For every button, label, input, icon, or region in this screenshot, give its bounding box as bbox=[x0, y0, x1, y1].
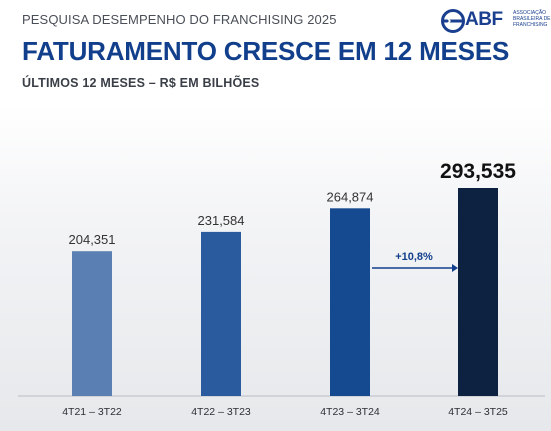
abf-logo: ABF ASSOCIAÇÃO BRASILEIRA DE FRANCHISING bbox=[440, 8, 551, 34]
survey-kicker: PESQUISA DESEMPENHO DO FRANCHISING 2025 bbox=[22, 12, 337, 27]
bar-1 bbox=[72, 251, 112, 396]
bar-value-label-4: 293,535 bbox=[440, 160, 516, 183]
category-tick-label-4: 4T24 – 3T25 bbox=[448, 406, 508, 418]
page-title: FATURAMENTO CRESCE EM 12 MESES bbox=[22, 36, 510, 66]
abf-logo-icon bbox=[441, 9, 465, 33]
abf-logo-acronym: ABF bbox=[465, 9, 503, 30]
chart-subtitle: ÚLTIMOS 12 MESES – R$ EM BILHÕES bbox=[22, 76, 260, 90]
bar-value-label-3: 264,874 bbox=[327, 189, 374, 204]
bar-3 bbox=[330, 208, 370, 396]
bar-4 bbox=[458, 188, 498, 396]
bar-value-label-1: 204,351 bbox=[69, 232, 116, 247]
category-tick-label-1: 4T21 – 3T22 bbox=[62, 406, 122, 418]
bar-2 bbox=[201, 231, 241, 396]
growth-annotation-label: +10,8% bbox=[395, 251, 433, 263]
header-band: PESQUISA DESEMPENHO DO FRANCHISING 2025 … bbox=[0, 0, 551, 104]
abf-logo-fullname: ASSOCIAÇÃO BRASILEIRA DE FRANCHISING bbox=[513, 10, 551, 28]
growth-arrow-head bbox=[452, 264, 458, 272]
category-tick-label-3: 4T23 – 3T24 bbox=[320, 406, 380, 418]
bar-value-label-2: 231,584 bbox=[198, 213, 245, 228]
category-tick-label-2: 4T22 – 3T23 bbox=[191, 406, 251, 418]
